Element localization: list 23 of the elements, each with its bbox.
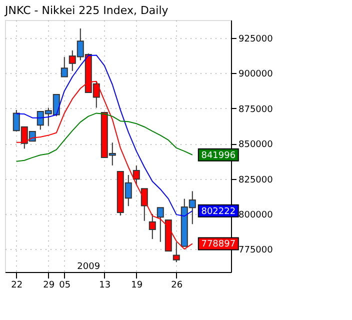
data-label: 841996 [201,150,236,161]
candlestick [132,164,140,185]
x-tick-label: 19 [131,280,143,290]
x-tick-label: 13 [99,280,111,290]
annotation: 2009 [77,262,100,272]
line-series [16,112,193,162]
data-label: 778897 [201,240,236,250]
y-tick-label: 875000 [238,104,274,115]
y-tick-label: 775000 [238,246,274,256]
x-tick-label: 29 [43,280,55,290]
candlestick [60,56,68,78]
chart-title: JNKC - Nikkei 225 Index, Daily [4,4,169,17]
y-tick-label: 850000 [238,140,274,150]
data-label: 802222 [201,206,236,217]
y-tick-label: 825000 [238,175,274,186]
y-tick-label: 925000 [238,34,274,45]
candlestick [148,214,156,240]
x-tick-label: 22 [11,280,23,290]
y-tick-label: 900000 [238,70,274,80]
x-tick-label: 05 [59,280,71,290]
x-tick-label: 26 [171,280,183,290]
y-tick-label: 800000 [238,210,274,220]
candlestick [156,207,164,242]
